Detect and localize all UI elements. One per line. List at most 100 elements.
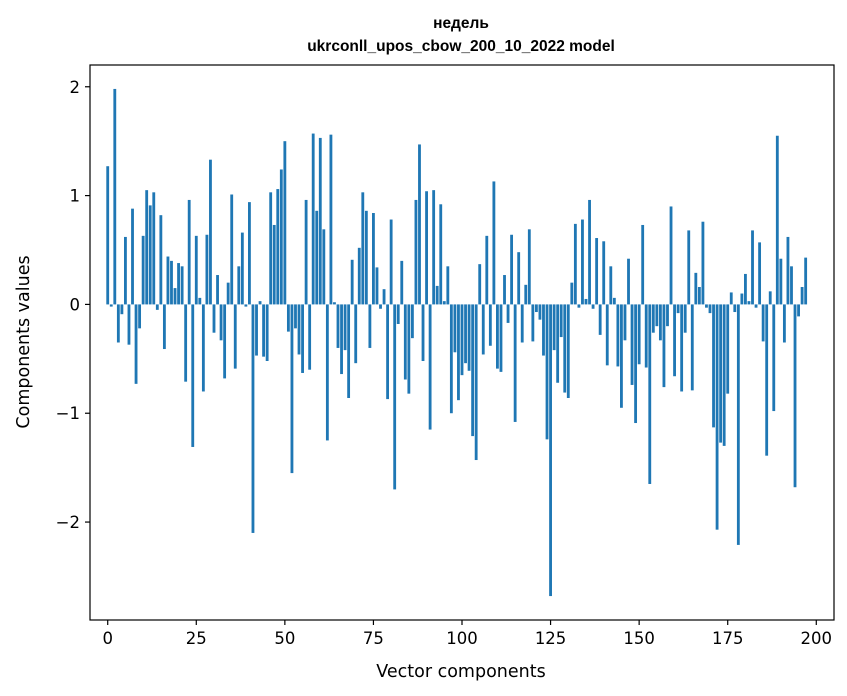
bar [279,169,283,305]
y-tick-label: 0 [70,295,81,314]
bar [573,223,577,305]
bar [471,304,475,437]
bar [733,304,737,313]
bar [173,288,177,305]
bar [294,304,297,329]
bar [435,285,439,305]
bar [216,275,219,305]
bar [570,282,574,305]
bar [620,304,623,408]
bar [290,304,294,474]
bar [265,304,269,361]
x-tick-label: 125 [535,629,567,648]
bar [255,304,258,356]
bar [159,215,163,305]
bar [648,304,652,484]
bar [449,304,453,414]
bar [379,304,382,309]
bar [786,236,790,305]
bar [414,199,418,305]
bar [375,267,379,305]
bar [233,304,237,369]
bar [106,166,110,305]
bar [701,221,705,305]
bar [421,304,425,361]
bar [403,304,407,380]
bar [503,275,506,305]
bar [715,304,719,530]
bar [595,238,599,305]
bar [361,192,365,305]
bar [141,235,145,305]
bar [212,304,216,333]
bar [775,135,779,305]
bar [510,234,514,305]
bar [588,199,591,305]
bar [754,304,758,308]
bar [113,88,117,305]
bar [393,304,397,490]
bar [446,266,450,305]
bar [673,304,676,377]
bar [333,302,336,305]
bar [708,304,712,314]
bar [148,205,152,305]
bar [187,199,191,305]
bar [577,304,581,308]
bar [318,137,322,305]
x-tick-label: 100 [446,629,478,648]
bar [453,304,457,353]
bar [276,189,280,305]
y-tick-label: 2 [70,78,81,97]
bar [488,304,492,346]
bar [177,263,180,305]
bar [644,304,648,368]
bar [120,304,124,315]
bar [350,259,354,305]
bar [690,304,694,391]
x-tick-label: 50 [274,629,295,648]
bar [520,304,524,343]
bar [325,304,329,441]
bar [343,304,347,351]
bar [262,304,266,357]
bar [286,304,290,332]
x-tick-label: 25 [186,629,207,648]
bar [248,202,251,305]
bar [563,304,567,393]
bar [506,304,510,323]
bar [694,272,698,305]
bar [460,304,464,376]
bar [651,304,655,333]
bar [517,252,521,305]
bar [198,297,202,305]
bar [747,301,751,305]
bar [630,304,634,385]
bar [581,219,584,305]
bar [804,257,808,305]
bar [258,301,262,305]
bar [662,304,666,388]
bar [474,304,478,461]
bar [357,247,361,305]
bar [170,260,173,305]
bar [464,304,467,364]
bar [297,304,301,355]
bar [184,304,188,382]
x-tick-label: 200 [801,629,833,648]
bar [347,304,351,398]
chart-title: недель ukrconll_upos_cbow_200_10_2022 mo… [307,15,615,55]
bar [372,213,375,305]
bar [496,304,499,369]
bar [166,256,170,305]
bar [180,266,184,305]
bar [680,304,684,392]
bar [779,258,783,305]
bar [729,292,733,305]
bar [364,210,368,305]
bar [116,304,120,343]
bar [634,304,638,424]
bar [410,304,414,339]
bar [740,293,744,305]
